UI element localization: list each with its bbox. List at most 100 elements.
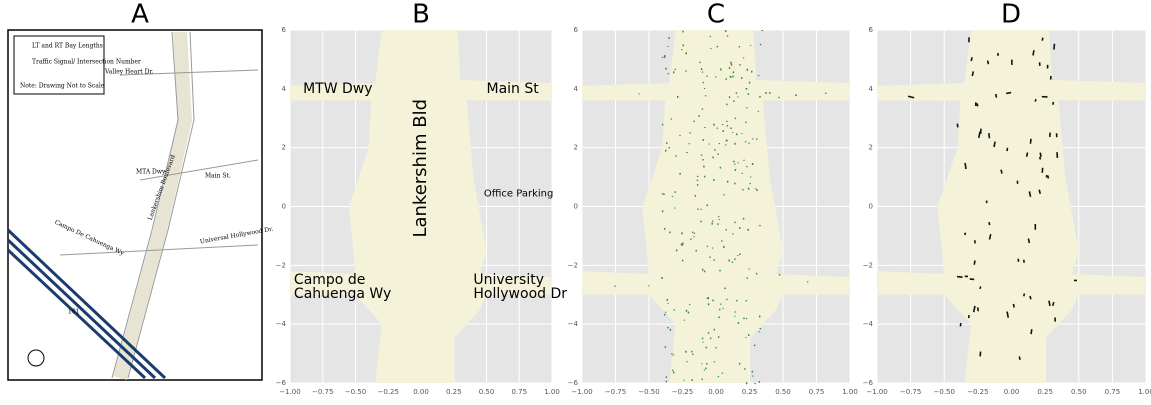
panel-label: B bbox=[412, 0, 430, 30]
y-tick-label: 4 bbox=[282, 85, 287, 93]
x-tick-label: 0.50 bbox=[1071, 388, 1087, 396]
map-legend-text: Note: Drawing Not to Scale bbox=[20, 83, 105, 90]
y-tick-label: 0 bbox=[574, 203, 578, 211]
x-tick-label: −0.50 bbox=[638, 388, 659, 396]
flow-arrow bbox=[1030, 139, 1031, 144]
flow-arrow bbox=[971, 57, 972, 61]
y-tick-label: 2 bbox=[869, 144, 873, 152]
flow-arrow bbox=[980, 286, 981, 288]
flow-arrow bbox=[978, 307, 979, 311]
y-tick-label: 6 bbox=[869, 26, 874, 34]
y-tick-label: 2 bbox=[282, 144, 286, 152]
y-tick-label: −2 bbox=[276, 261, 286, 269]
flow-arrow bbox=[1054, 44, 1055, 50]
flow-arrow bbox=[1039, 190, 1040, 194]
flow-arrow bbox=[988, 61, 989, 65]
flow-arrow bbox=[1013, 304, 1014, 308]
map-street-label: MTA Dwy bbox=[136, 169, 166, 176]
y-tick-label: 4 bbox=[574, 85, 579, 93]
flow-arrow bbox=[1048, 176, 1049, 179]
flow-arrow bbox=[1040, 153, 1041, 157]
map-street-label: Main St. bbox=[205, 173, 231, 180]
map-legend-text: LT and RT Bay Lengths bbox=[32, 43, 103, 50]
flow-arrow bbox=[996, 94, 997, 98]
plot-panel: −1.00 −0.75 −0.50 −0.25 0.00 0.25 0.50 0.75 1.00… bbox=[863, 26, 1151, 396]
plot-panel: −1.00 −0.75 −0.50 −0.25 0.00 0.25 0.50 0.75 1.00… bbox=[276, 26, 568, 396]
x-tick-label: 0.75 bbox=[809, 388, 825, 396]
flow-arrow bbox=[1028, 239, 1029, 244]
y-tick-label: −6 bbox=[863, 379, 874, 387]
flow-arrow bbox=[1001, 170, 1002, 174]
x-tick-label: 1.00 bbox=[544, 388, 560, 396]
panel-label: C bbox=[707, 0, 725, 30]
x-tick-label: −0.75 bbox=[312, 388, 333, 396]
x-tick-label: 0.25 bbox=[742, 388, 758, 396]
y-tick-label: 6 bbox=[282, 26, 287, 34]
flow-arrow bbox=[972, 71, 973, 76]
y-tick-label: 2 bbox=[574, 144, 578, 152]
x-tick-label: −0.25 bbox=[672, 388, 693, 396]
flow-arrow bbox=[1027, 153, 1028, 157]
x-tick-label: 0.75 bbox=[1105, 388, 1121, 396]
annotation: MTW Dwy bbox=[303, 81, 372, 97]
x-tick-label: 0.25 bbox=[446, 388, 462, 396]
x-tick-label: −0.75 bbox=[605, 388, 626, 396]
y-tick-label: 6 bbox=[574, 26, 579, 34]
y-tick-label: −2 bbox=[568, 261, 578, 269]
x-tick-label: 0.75 bbox=[511, 388, 527, 396]
x-tick-label: 0.50 bbox=[479, 388, 495, 396]
panel-label: A bbox=[131, 0, 149, 30]
annotation: Office Parking bbox=[484, 188, 553, 199]
flow-arrow bbox=[1024, 294, 1025, 297]
flow-arrow bbox=[957, 277, 963, 278]
flow-arrow bbox=[1006, 93, 1011, 94]
flow-arrow bbox=[1030, 296, 1031, 299]
flow-arrow bbox=[994, 142, 995, 147]
y-tick-label: −2 bbox=[863, 261, 873, 269]
flow-arrow bbox=[1019, 356, 1020, 359]
flow-arrow bbox=[965, 163, 966, 169]
y-tick-label: 0 bbox=[869, 203, 873, 211]
flow-arrow bbox=[1031, 329, 1032, 334]
map-street-label: Valley Heart Dr. bbox=[104, 69, 154, 76]
plot-panel: −1.00 −0.75 −0.50 −0.25 0.00 0.25 0.50 0.75 1.00… bbox=[568, 26, 858, 396]
map-street-label: 101 bbox=[68, 309, 79, 316]
y-tick-label: −6 bbox=[568, 379, 579, 387]
annotation: Lankershim Bld bbox=[410, 99, 431, 238]
x-tick-label: 0.00 bbox=[413, 388, 429, 396]
x-tick-label: −1.00 bbox=[571, 388, 592, 396]
flow-arrow bbox=[1042, 38, 1043, 41]
annotation: Hollywood Dr bbox=[473, 286, 567, 302]
figure: A B C D LT and RT Bay Lengths Traffic Signal/… bbox=[0, 0, 1151, 401]
y-tick-label: −4 bbox=[276, 320, 287, 328]
annotation: Cahuenga Wy bbox=[294, 286, 391, 302]
flow-arrow bbox=[965, 233, 966, 235]
flow-arrow bbox=[1049, 301, 1050, 306]
x-tick-label: −0.50 bbox=[345, 388, 366, 396]
flow-arrow bbox=[1033, 50, 1034, 55]
x-tick-label: 0.00 bbox=[1004, 388, 1020, 396]
y-tick-label: −4 bbox=[863, 320, 874, 328]
x-tick-label: −0.25 bbox=[967, 388, 988, 396]
x-tick-label: 0.00 bbox=[708, 388, 724, 396]
y-tick-label: 4 bbox=[869, 85, 874, 93]
x-tick-label: 1.00 bbox=[1138, 388, 1151, 396]
map-legend-text: Traffic Signal/ Intersection Number bbox=[32, 59, 141, 66]
y-tick-label: −4 bbox=[568, 320, 579, 328]
panel-label: D bbox=[1001, 0, 1021, 30]
x-tick-label: −1.00 bbox=[866, 388, 887, 396]
x-tick-label: −1.00 bbox=[279, 388, 300, 396]
annotation: Main St bbox=[487, 81, 540, 97]
flow-arrow bbox=[974, 260, 975, 264]
x-tick-label: 1.00 bbox=[842, 388, 858, 396]
x-tick-label: −0.25 bbox=[378, 388, 399, 396]
x-tick-label: 0.50 bbox=[775, 388, 791, 396]
flow-arrow bbox=[1053, 302, 1054, 306]
x-tick-label: −0.50 bbox=[934, 388, 955, 396]
x-tick-label: −0.75 bbox=[900, 388, 921, 396]
y-tick-label: 0 bbox=[282, 203, 286, 211]
flow-arrow bbox=[1040, 157, 1041, 160]
flow-arrow bbox=[989, 133, 990, 138]
x-tick-label: 0.25 bbox=[1037, 388, 1053, 396]
y-tick-label: −6 bbox=[276, 379, 287, 387]
